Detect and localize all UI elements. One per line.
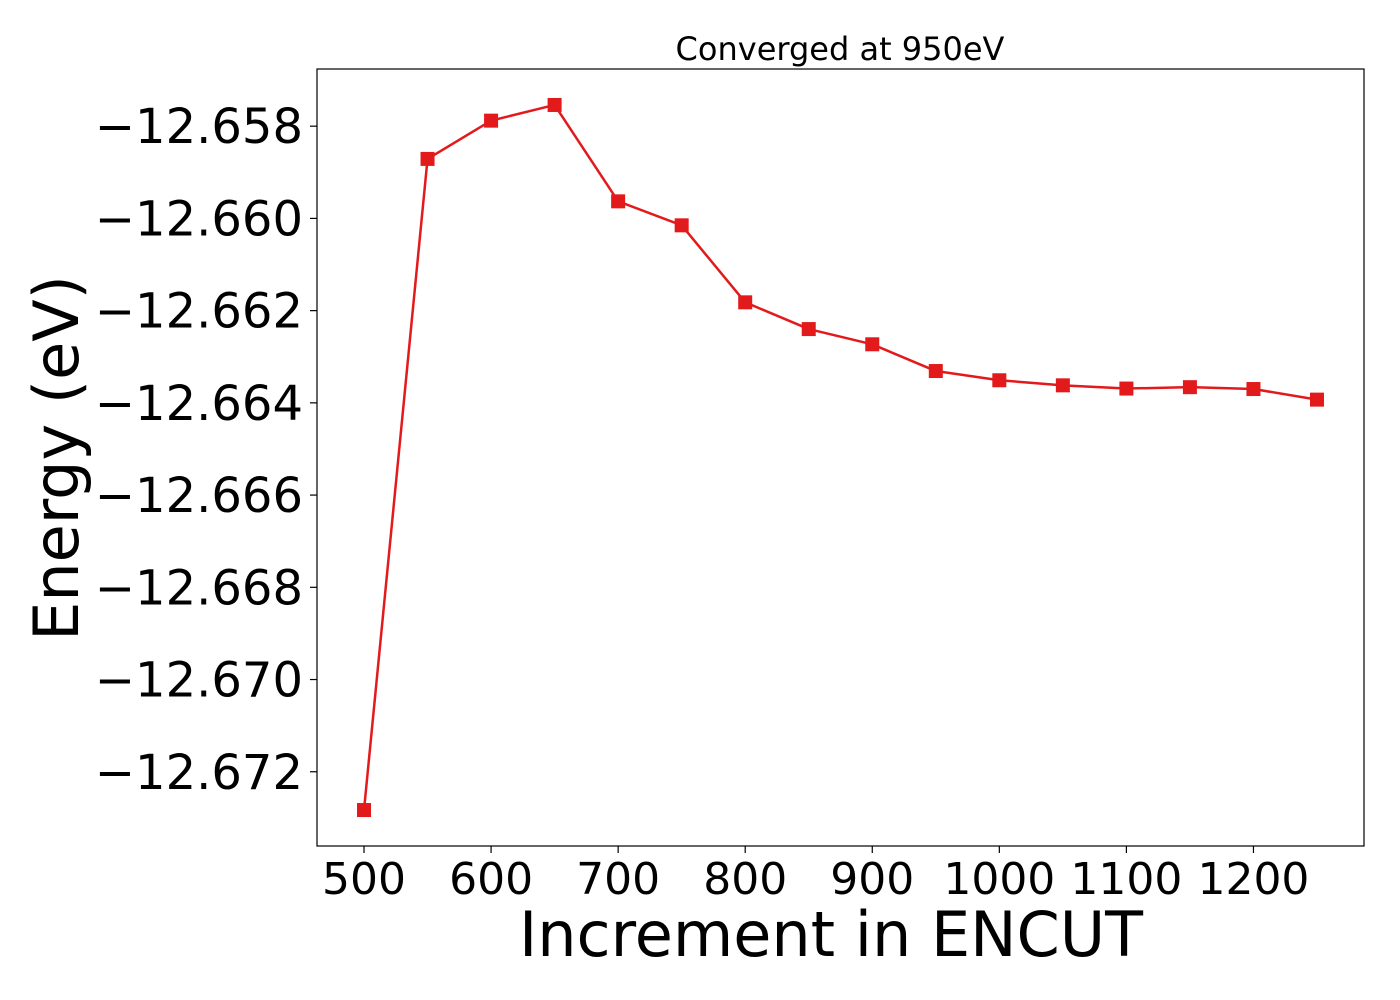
y-tick-label: −12.664	[95, 376, 303, 432]
x-tick-label: 600	[449, 854, 533, 905]
data-point-marker	[1309, 392, 1324, 407]
y-tick-label: −12.672	[95, 745, 303, 801]
x-axis: 500 600 700 800 900 1000 1100 1200	[322, 846, 1309, 905]
x-tick-label: 800	[703, 854, 787, 905]
data-point-marker	[547, 97, 562, 112]
data-point-marker	[484, 113, 499, 128]
y-tick-label: −12.668	[95, 560, 303, 616]
y-tick-label: −12.662	[95, 284, 303, 340]
y-tick-label: −12.660	[95, 191, 303, 247]
data-point-marker	[928, 364, 943, 379]
plot-frame	[316, 68, 1365, 847]
y-tick-label: −12.670	[95, 653, 303, 709]
x-tick-label: 700	[576, 854, 660, 905]
data-point-marker	[1182, 380, 1197, 395]
data-point-marker	[674, 218, 689, 233]
data-point-marker	[801, 322, 816, 337]
x-tick-label: 500	[322, 854, 406, 905]
data-point-marker	[1246, 382, 1261, 397]
data-point-marker	[865, 337, 880, 352]
x-tick-label: 1100	[1070, 854, 1182, 905]
data-point-marker	[1055, 378, 1070, 393]
data-point-marker	[992, 373, 1007, 388]
data-point-marker	[611, 194, 626, 209]
series-line	[362, 103, 1318, 811]
data-point-marker	[357, 803, 372, 818]
data-point-marker	[420, 151, 435, 166]
data-point-marker	[1119, 381, 1134, 396]
y-tick-label: −12.658	[95, 99, 303, 155]
x-axis-label: Increment in ENCUT	[519, 898, 1144, 971]
y-tick-label: −12.666	[95, 468, 303, 524]
plot-layer	[357, 97, 1324, 818]
y-axis-label: Energy (eV)	[20, 275, 93, 641]
chart-title: Converged at 950eV	[676, 30, 1005, 68]
x-tick-label: 900	[830, 854, 914, 905]
y-axis: −12.658 −12.660 −12.662 −12.664 −12.666 −12.6…	[95, 99, 317, 801]
x-tick-label: 1000	[943, 854, 1055, 905]
data-point-marker	[738, 295, 753, 310]
x-tick-label: 1200	[1197, 854, 1309, 905]
